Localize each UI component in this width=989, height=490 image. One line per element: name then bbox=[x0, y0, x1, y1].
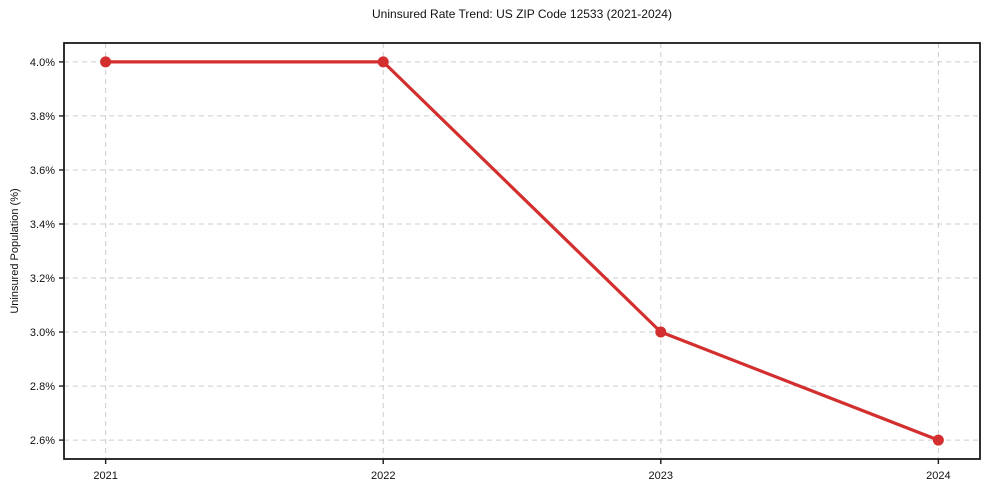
y-tick-label: 4.0% bbox=[30, 57, 55, 69]
y-tick-label: 2.6% bbox=[30, 435, 55, 447]
y-tick-label: 3.4% bbox=[30, 219, 55, 231]
x-tick-label: 2022 bbox=[371, 470, 395, 482]
y-tick-label: 3.0% bbox=[30, 327, 55, 339]
plot-border bbox=[63, 42, 981, 460]
data-point bbox=[100, 56, 112, 68]
x-tick-label: 2021 bbox=[93, 470, 117, 482]
y-tick-label: 3.8% bbox=[30, 111, 55, 123]
data-point bbox=[932, 434, 944, 446]
y-tick-label: 2.8% bbox=[30, 381, 55, 393]
trend-line bbox=[104, 60, 940, 442]
data-point bbox=[377, 56, 389, 68]
x-tick-label: 2024 bbox=[926, 470, 950, 482]
y-tick-label: 3.2% bbox=[30, 273, 55, 285]
data-point bbox=[655, 326, 667, 338]
chart-title: Uninsured Rate Trend: US ZIP Code 12533 … bbox=[372, 7, 672, 21]
y-tick-label: 3.6% bbox=[30, 165, 55, 177]
x-tick-label: 2023 bbox=[649, 470, 673, 482]
